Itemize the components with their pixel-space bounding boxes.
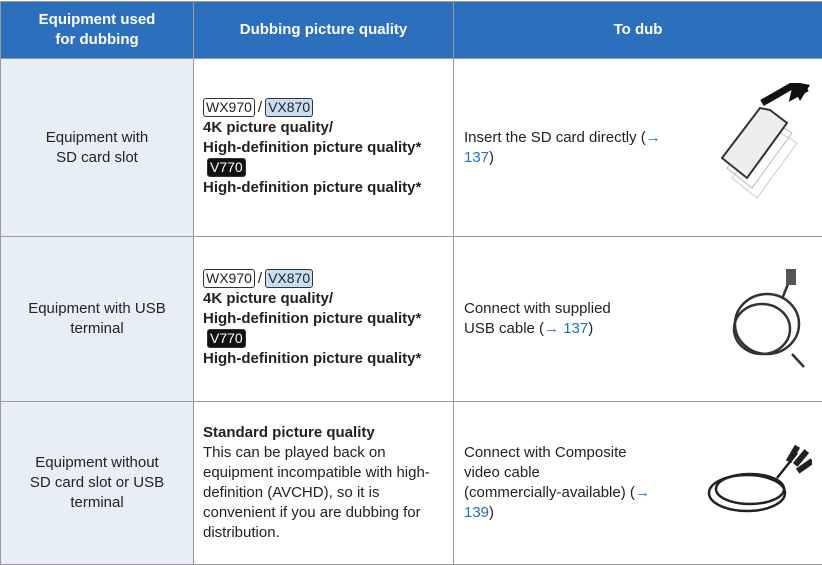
- quality-line: V770: [203, 157, 445, 178]
- quality-line: WX970/VX870: [203, 97, 445, 118]
- paren: ): [489, 504, 495, 521]
- equipment-cell: Equipment with SD card slot: [0, 58, 194, 237]
- quality-line: 4K picture quality/: [203, 289, 445, 309]
- paren: ): [588, 320, 594, 337]
- quality-text: This can be played back on equipment inc…: [203, 444, 430, 541]
- quality-line: This can be played back on equipment inc…: [203, 443, 445, 543]
- paren: (: [640, 128, 646, 146]
- dub-instruction: Insert the SD card directly: [464, 128, 637, 146]
- quality-line: 4K picture quality/: [203, 118, 445, 138]
- separator: /: [257, 98, 263, 116]
- quality-line: High-definition picture quality*: [203, 178, 445, 198]
- header-cell: Equipment used for dubbing: [0, 1, 194, 59]
- equipment-cell: Equipment with USB terminal: [0, 236, 194, 402]
- dub-cell: Insert the SD card directly (→ 137): [453, 58, 822, 237]
- dub-wrap: Connect with Composite video cable (comm…: [464, 443, 812, 523]
- quality-bold: High-definition picture quality*: [203, 310, 422, 327]
- dub-text: Insert the SD card directly (→ 137): [464, 128, 664, 168]
- quality-bold: High-definition picture quality*: [203, 350, 422, 367]
- model-badge: VX870: [265, 97, 314, 117]
- dub-cell: Connect with Composite video cable (comm…: [453, 401, 822, 565]
- quality-line: High-definition picture quality*: [203, 138, 445, 158]
- table-row: Equipment without SD card slot or USB te…: [0, 401, 822, 565]
- quality-bold: 4K picture quality/: [203, 290, 334, 307]
- page-ref[interactable]: → 137: [544, 320, 589, 337]
- usb-cable-icon: [732, 269, 805, 368]
- header-cell: Dubbing picture quality: [193, 1, 454, 59]
- page-ref[interactable]: → 139: [464, 484, 650, 521]
- equipment-cell: Equipment without SD card slot or USB te…: [0, 401, 194, 565]
- quality-bold: High-definition picture quality*: [203, 178, 422, 196]
- header-cell: To dub: [453, 1, 822, 59]
- table-row: Equipment with USB terminal WX970/VX870 4K…: [0, 236, 822, 402]
- dub-wrap: Insert the SD card directly (→ 137): [464, 82, 812, 213]
- header-row: Equipment used for dubbing Dubbing pictur…: [0, 1, 822, 59]
- quality-bold: High-definition picture quality*: [203, 138, 422, 156]
- paren: ): [489, 148, 495, 166]
- quality-bold: 4K picture quality/: [203, 118, 334, 136]
- quality-line: V770: [203, 329, 445, 349]
- dub-instruction: Connect with Composite video cable (comm…: [464, 444, 627, 501]
- table-body: Equipment with SD card slot WX970/VX870 4K…: [0, 58, 822, 565]
- paren: (: [629, 484, 635, 501]
- dub-cell: Connect with supplied USB cable (→ 137): [453, 236, 822, 402]
- dub-text: Connect with Composite video cable (comm…: [464, 443, 664, 523]
- separator: /: [257, 270, 263, 287]
- paren: (: [539, 320, 545, 337]
- sd-card-icon: [720, 82, 810, 199]
- table-row: Equipment with SD card slot WX970/VX870 4K…: [0, 58, 822, 237]
- model-badge: VX870: [265, 269, 314, 288]
- av-cable-icon: [707, 444, 812, 513]
- model-badge: V770: [207, 157, 246, 177]
- dub-wrap: Connect with supplied USB cable (→ 137): [464, 269, 812, 369]
- quality-cell: WX970/VX870 4K picture quality/High-defin…: [193, 236, 454, 402]
- dub-text: Connect with supplied USB cable (→ 137): [464, 299, 664, 339]
- quality-line: WX970/VX870: [203, 269, 445, 289]
- quality-line: High-definition picture quality*: [203, 309, 445, 329]
- dub-instruction: Connect with supplied USB cable: [464, 300, 611, 337]
- quality-line: Standard picture quality: [203, 423, 445, 443]
- quality-cell: WX970/VX870 4K picture quality/High-defin…: [193, 58, 454, 237]
- model-badge: WX970: [203, 97, 255, 117]
- model-badge: WX970: [203, 269, 255, 288]
- quality-cell: Standard picture quality This can be play…: [193, 401, 454, 565]
- quality-bold: Standard picture quality: [203, 424, 375, 441]
- quality-line: High-definition picture quality*: [203, 349, 445, 369]
- page-ref[interactable]: → 137: [464, 128, 661, 166]
- model-badge: V770: [207, 329, 246, 348]
